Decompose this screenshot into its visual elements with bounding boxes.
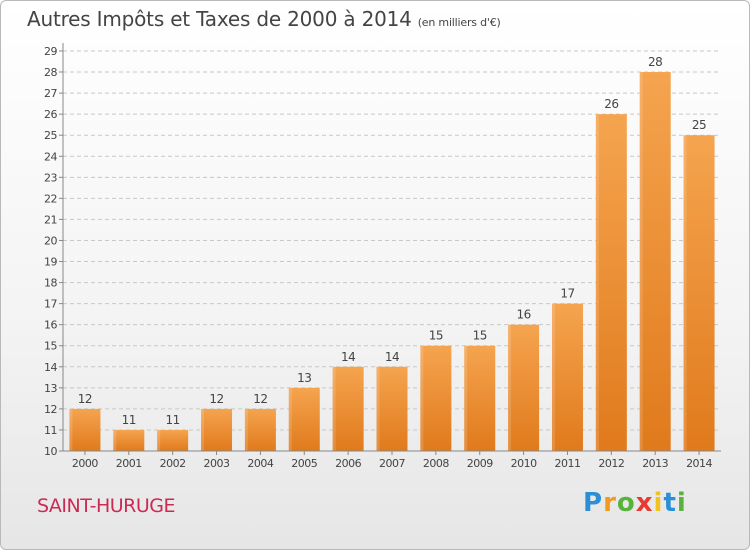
bar-2003 [201,408,233,451]
logo-letter: r [603,488,617,518]
bar-highlight [464,345,468,451]
x-tick-label: 2013 [642,457,668,470]
data-label: 16 [516,308,530,322]
y-tick-label: 15 [44,340,57,353]
bars [69,72,715,452]
bar-2006 [332,366,364,451]
x-tick-label: 2014 [686,457,712,470]
data-label: 14 [341,350,355,364]
data-label: 12 [253,392,267,406]
y-tick-label: 28 [44,66,57,79]
x-tick-label: 2002 [160,457,186,470]
logo-letter: i [653,488,664,518]
data-labels: 12 11 11 12 12 13 14 14 15 15 16 17 26 28 25 [78,55,707,427]
x-tick-label: 2001 [116,457,142,470]
data-label: 13 [297,371,311,385]
x-tick-label: 2008 [423,457,449,470]
bar-2004 [244,408,276,451]
y-axis: 10 11 12 13 14 15 16 17 18 19 20 21 22 23 24 25 26 27 28 29 [44,43,64,458]
y-tick-label: 12 [44,403,57,416]
data-label: 26 [604,97,618,111]
y-tick-label: 26 [44,108,57,121]
data-label: 11 [122,413,136,427]
data-label: 15 [429,329,443,343]
chart-title-unit: (en milliers d'€) [417,16,501,29]
logo-letter: i [676,488,687,518]
chart-title: Autres Impôts et Taxes de 2000 à 2014 (en… [27,7,501,31]
bar-2013 [639,72,671,451]
y-tick-label: 21 [44,213,57,226]
bar-highlight [113,429,117,451]
bar-2011 [551,303,583,451]
data-label: 15 [473,329,487,343]
bar-2009 [464,345,496,451]
bar-highlight [683,135,687,452]
data-label: 12 [209,392,223,406]
bar-highlight [69,408,73,451]
y-tick-label: 24 [44,150,57,163]
bar-2000 [69,408,101,451]
commune-name: SAINT-HURUGE [37,495,175,517]
y-tick-label: 27 [44,87,57,100]
y-tick-label: 19 [44,256,57,269]
x-tick-label: 2012 [598,457,624,470]
y-tick-label: 22 [44,192,57,205]
logo-letter: x [635,488,654,518]
bar-2010 [508,324,540,451]
y-tick-label: 16 [44,319,57,332]
logo-letter: o [616,488,636,518]
bar-highlight [157,429,161,451]
chart-title-main: Autres Impôts et Taxes de 2000 à 2014 [27,7,412,31]
logo-letter: t [663,488,677,518]
bar-highlight [508,324,512,451]
y-tick-label: 29 [44,45,57,58]
x-tick-label: 2004 [247,457,273,470]
x-tick-label: 2009 [467,457,493,470]
bar-2005 [288,387,320,451]
bar-highlight [244,408,248,451]
data-label: 14 [385,350,399,364]
y-tick-label: 20 [44,234,57,247]
x-tick-label: 2010 [511,457,537,470]
logo-letter: P [583,488,604,518]
y-tick-label: 14 [44,361,57,374]
y-tick-label: 17 [44,298,57,311]
bar-highlight [332,366,336,451]
bar-2002 [157,429,189,451]
bar-highlight [376,366,380,451]
bar-2001 [113,429,145,451]
proxiti-logo[interactable]: Proxiti [583,488,687,518]
bar-2007 [376,366,408,451]
data-label: 28 [648,55,662,69]
bar-highlight [639,72,643,451]
data-label: 25 [692,118,706,132]
bar-2008 [420,345,452,451]
x-tick-label: 2003 [204,457,230,470]
x-axis: 2000 2001 2002 2003 2004 2005 2006 2007 2008 2009… [63,450,721,470]
bar-highlight [595,114,599,451]
x-tick-label: 2006 [335,457,361,470]
y-tick-label: 13 [44,382,57,395]
data-label: 12 [78,392,92,406]
y-tick-label: 11 [44,424,57,437]
x-tick-label: 2007 [379,457,405,470]
bar-highlight [288,387,292,451]
data-label: 11 [166,413,180,427]
x-tick-label: 2011 [554,457,580,470]
y-tick-label: 18 [44,277,57,290]
bar-2012 [595,114,627,451]
bar-highlight [201,408,205,451]
bar-highlight [551,303,555,451]
y-tick-label: 10 [44,445,57,458]
y-tick-label: 23 [44,171,57,184]
x-tick-label: 2000 [72,457,98,470]
bar-2014 [683,135,715,452]
y-tick-label: 25 [44,129,57,142]
bar-highlight [420,345,424,451]
data-label: 17 [560,287,574,301]
x-tick-label: 2005 [291,457,317,470]
